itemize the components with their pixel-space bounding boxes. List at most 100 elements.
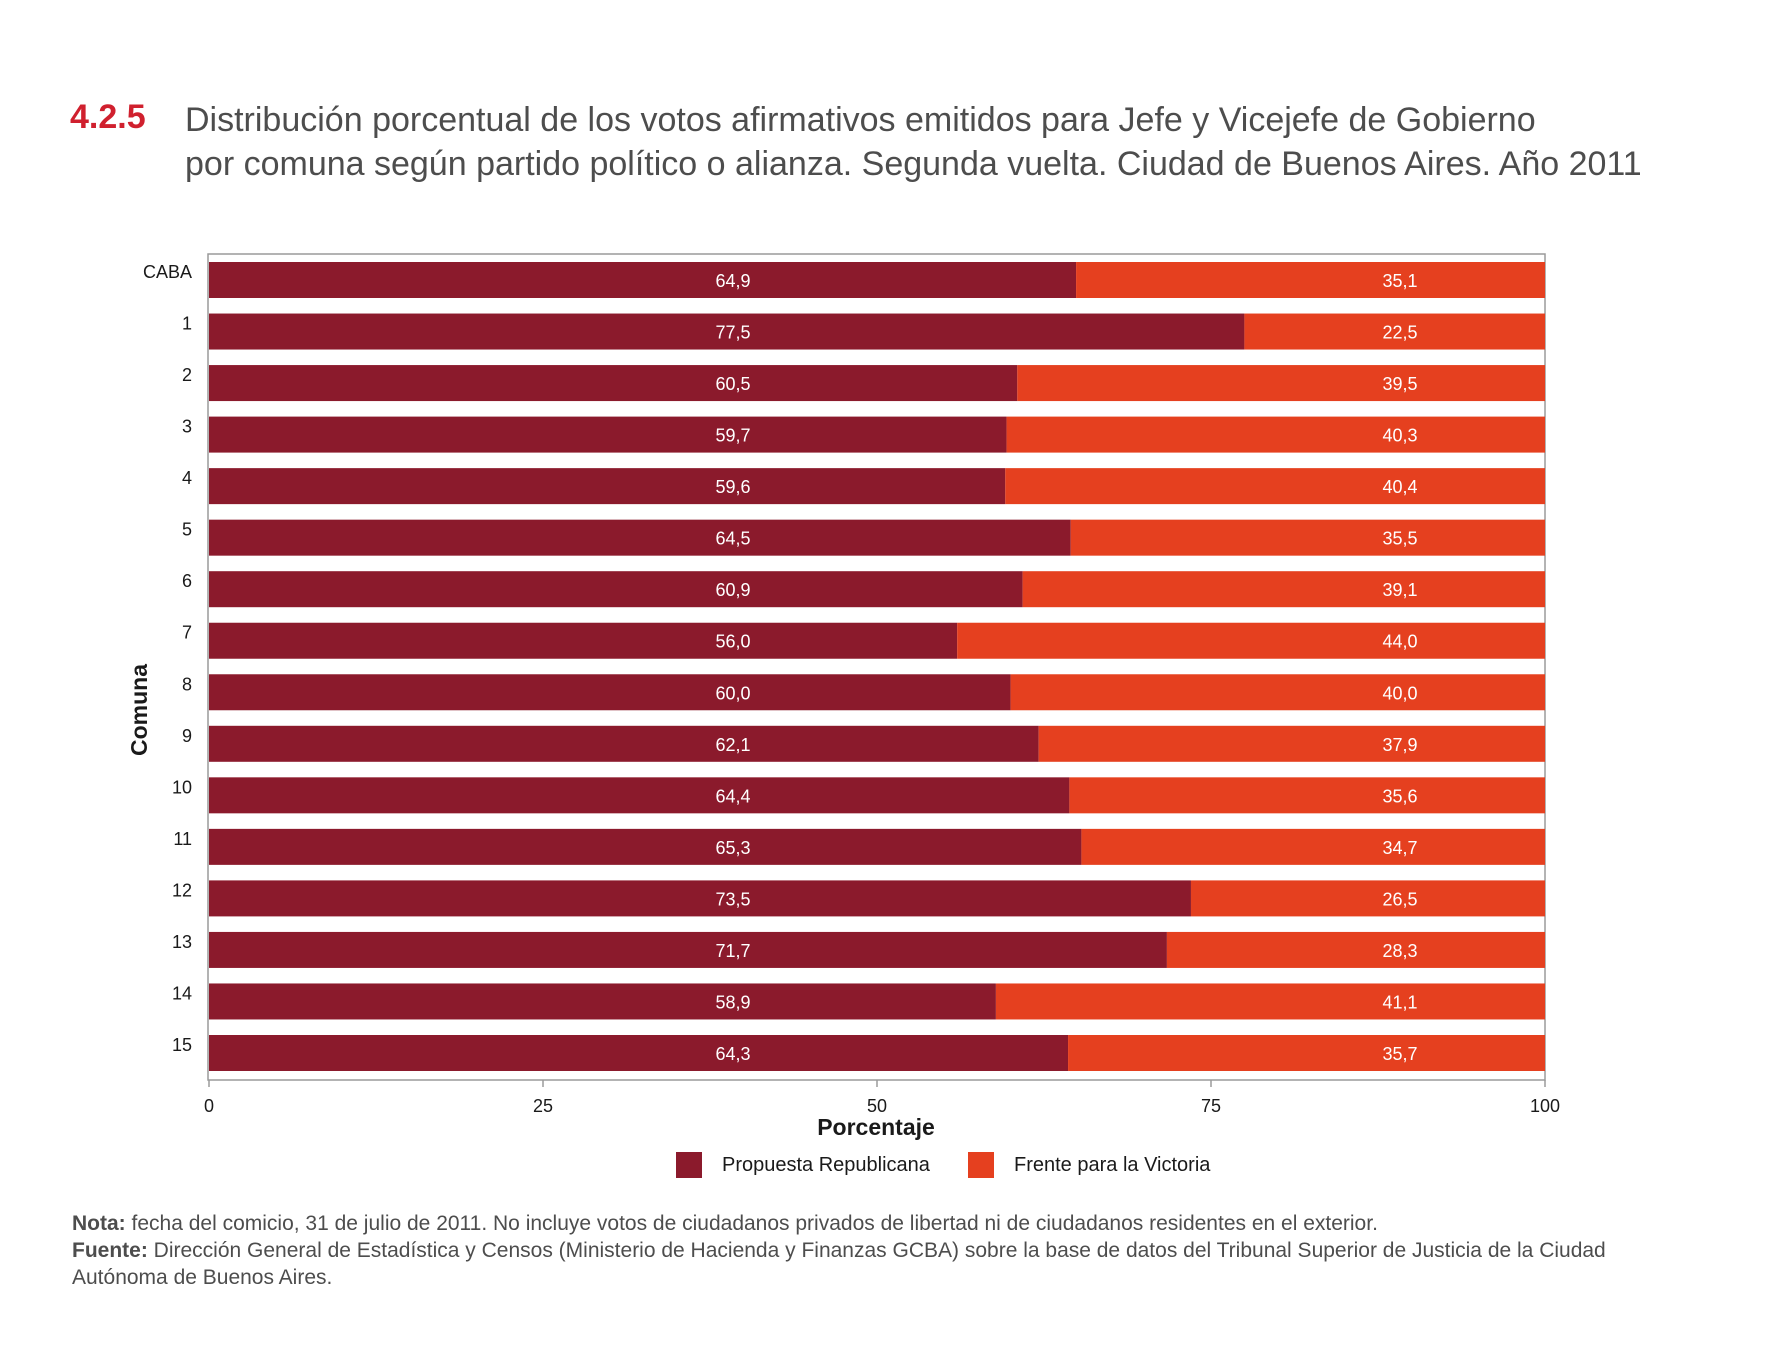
bar-propuesta-republicana-1 xyxy=(209,313,1245,350)
data-label-propuesta-republicana-1: 77,5 xyxy=(715,323,750,343)
y-tick-label-12: 12 xyxy=(172,880,192,900)
y-tick-label-8: 8 xyxy=(182,674,192,694)
bar-frente-para-la-victoria-2 xyxy=(1017,365,1545,402)
x-axis-label: Porcentaje xyxy=(817,1114,935,1140)
title-text: Distribución porcentual de los votos afi… xyxy=(185,98,1745,186)
bar-propuesta-republicana-7 xyxy=(209,622,958,659)
data-label-frente-para-la-victoria-7: 44,0 xyxy=(1382,632,1417,652)
data-label-frente-para-la-victoria-15: 35,7 xyxy=(1382,1044,1417,1064)
data-label-propuesta-republicana-14: 58,9 xyxy=(715,992,750,1012)
nota-text: fecha del comicio, 31 de julio de 2011. … xyxy=(125,1212,1378,1235)
data-label-frente-para-la-victoria-8: 40,0 xyxy=(1382,683,1417,703)
bar-propuesta-republicana-14 xyxy=(209,983,996,1020)
bar-frente-para-la-victoria-10 xyxy=(1069,777,1545,814)
data-label-frente-para-la-victoria-4: 40,4 xyxy=(1382,477,1417,497)
y-tick-label-13: 13 xyxy=(172,932,192,952)
data-label-propuesta-republicana-9: 62,1 xyxy=(715,735,750,755)
bar-propuesta-republicana-9 xyxy=(209,725,1039,762)
bar-propuesta-republicana-6 xyxy=(209,571,1023,608)
data-label-propuesta-republicana-6: 60,9 xyxy=(715,580,750,600)
bar-propuesta-republicana-12 xyxy=(209,880,1191,917)
bar-propuesta-republicana-8 xyxy=(209,674,1011,711)
legend-item-propuesta-republicana: Propuesta Republicana xyxy=(676,1152,930,1178)
data-label-frente-para-la-victoria-12: 26,5 xyxy=(1382,889,1417,909)
y-tick-label-7: 7 xyxy=(182,623,192,643)
legend-swatch-frente-para-la-victoria xyxy=(968,1152,994,1178)
data-label-propuesta-republicana-10: 64,4 xyxy=(715,786,750,806)
x-tick-label-25: 25 xyxy=(533,1096,553,1116)
y-tick-label-9: 9 xyxy=(182,726,192,746)
fuente: Fuente: Dirección General de Estadística… xyxy=(72,1237,1672,1291)
bar-propuesta-republicana-11 xyxy=(209,828,1082,865)
x-tick-label-100: 100 xyxy=(1530,1096,1560,1116)
bar-frente-para-la-victoria-12 xyxy=(1190,880,1545,917)
legend: Propuesta Republicana Frente para la Vic… xyxy=(0,1152,1786,1184)
title-number: 4.2.5 xyxy=(70,98,146,136)
data-label-frente-para-la-victoria-14: 41,1 xyxy=(1382,992,1417,1012)
bar-propuesta-republicana-2 xyxy=(209,365,1018,402)
bar-frente-para-la-victoria-9 xyxy=(1038,725,1545,762)
data-label-frente-para-la-victoria-caba: 35,1 xyxy=(1382,271,1417,291)
data-label-frente-para-la-victoria-9: 37,9 xyxy=(1382,735,1417,755)
bar-frente-para-la-victoria-15 xyxy=(1068,1035,1545,1071)
bar-frente-para-la-victoria-8 xyxy=(1010,674,1545,711)
data-label-frente-para-la-victoria-2: 39,5 xyxy=(1382,374,1417,394)
bar-frente-para-la-victoria-1 xyxy=(1244,313,1545,350)
bar-propuesta-republicana-13 xyxy=(209,931,1167,968)
data-label-frente-para-la-victoria-6: 39,1 xyxy=(1382,580,1417,600)
bar-frente-para-la-victoria-5 xyxy=(1070,519,1545,556)
y-tick-label-6: 6 xyxy=(182,571,192,591)
notes: Nota: fecha del comicio, 31 de julio de … xyxy=(72,1210,1672,1291)
x-tick-label-0: 0 xyxy=(204,1096,214,1116)
data-label-propuesta-republicana-13: 71,7 xyxy=(715,941,750,961)
title-line-1: Distribución porcentual de los votos afi… xyxy=(185,101,1536,139)
y-tick-label-5: 5 xyxy=(182,520,192,540)
fuente-label: Fuente: xyxy=(72,1239,148,1262)
bar-frente-para-la-victoria-13 xyxy=(1166,931,1545,968)
bar-frente-para-la-victoria-14 xyxy=(995,983,1545,1020)
fuente-text: Dirección General de Estadística y Censo… xyxy=(72,1239,1606,1289)
bar-propuesta-republicana-10 xyxy=(209,777,1070,814)
data-label-frente-para-la-victoria-3: 40,3 xyxy=(1382,426,1417,446)
bar-frente-para-la-victoria-6 xyxy=(1022,571,1545,608)
y-tick-label-10: 10 xyxy=(172,777,192,797)
data-label-propuesta-republicana-5: 64,5 xyxy=(715,529,750,549)
y-tick-label-11: 11 xyxy=(173,829,192,849)
data-label-frente-para-la-victoria-11: 34,7 xyxy=(1382,838,1417,858)
bar-frente-para-la-victoria-11 xyxy=(1081,828,1545,865)
legend-label-propuesta-republicana: Propuesta Republicana xyxy=(722,1153,930,1176)
y-tick-label-2: 2 xyxy=(182,365,192,385)
bar-frente-para-la-victoria-4 xyxy=(1005,468,1545,505)
bar-frente-para-la-victoria-3 xyxy=(1006,416,1545,453)
nota: Nota: fecha del comicio, 31 de julio de … xyxy=(72,1210,1672,1237)
y-tick-label-14: 14 xyxy=(172,983,192,1003)
data-label-frente-para-la-victoria-10: 35,6 xyxy=(1382,786,1417,806)
y-tick-label-3: 3 xyxy=(182,417,192,437)
data-label-propuesta-republicana-caba: 64,9 xyxy=(715,271,750,291)
bars-group: 64,9 35,1 77,5 22,5 60,5 39,5 59,7 40,3 59,6 40,4… xyxy=(209,262,1545,1071)
x-tick-label-75: 75 xyxy=(1201,1096,1221,1116)
legend-swatch-propuesta-republicana xyxy=(676,1152,702,1178)
legend-item-frente-para-la-victoria: Frente para la Victoria xyxy=(968,1152,1210,1178)
data-label-frente-para-la-victoria-1: 22,5 xyxy=(1382,323,1417,343)
title-line-2: por comuna según partido político o alia… xyxy=(185,145,1642,183)
bar-propuesta-republicana-3 xyxy=(209,416,1007,453)
data-label-propuesta-republicana-3: 59,7 xyxy=(715,426,750,446)
y-axis-label: Comuna xyxy=(126,664,152,756)
nota-label: Nota: xyxy=(72,1212,126,1235)
legend-label-frente-para-la-victoria: Frente para la Victoria xyxy=(1014,1153,1211,1176)
y-tick-label-4: 4 xyxy=(182,468,192,488)
stacked-bar-chart: 64,9 35,1 77,5 22,5 60,5 39,5 59,7 40,3 59,6 40,4… xyxy=(126,253,1560,1140)
y-tick-label-1: 1 xyxy=(182,314,192,334)
data-label-propuesta-republicana-2: 60,5 xyxy=(715,374,750,394)
x-axis: 0 25 50 75 100 xyxy=(204,1080,1560,1116)
data-label-propuesta-republicana-8: 60,0 xyxy=(715,683,750,703)
bar-propuesta-republicana-4 xyxy=(209,468,1006,505)
y-tick-label-caba: CABA xyxy=(143,262,192,282)
data-label-propuesta-republicana-4: 59,6 xyxy=(715,477,750,497)
data-label-frente-para-la-victoria-5: 35,5 xyxy=(1382,529,1417,549)
data-label-propuesta-republicana-15: 64,3 xyxy=(715,1044,750,1064)
bar-frente-para-la-victoria-caba xyxy=(1076,262,1545,298)
bar-propuesta-republicana-15 xyxy=(209,1035,1069,1071)
